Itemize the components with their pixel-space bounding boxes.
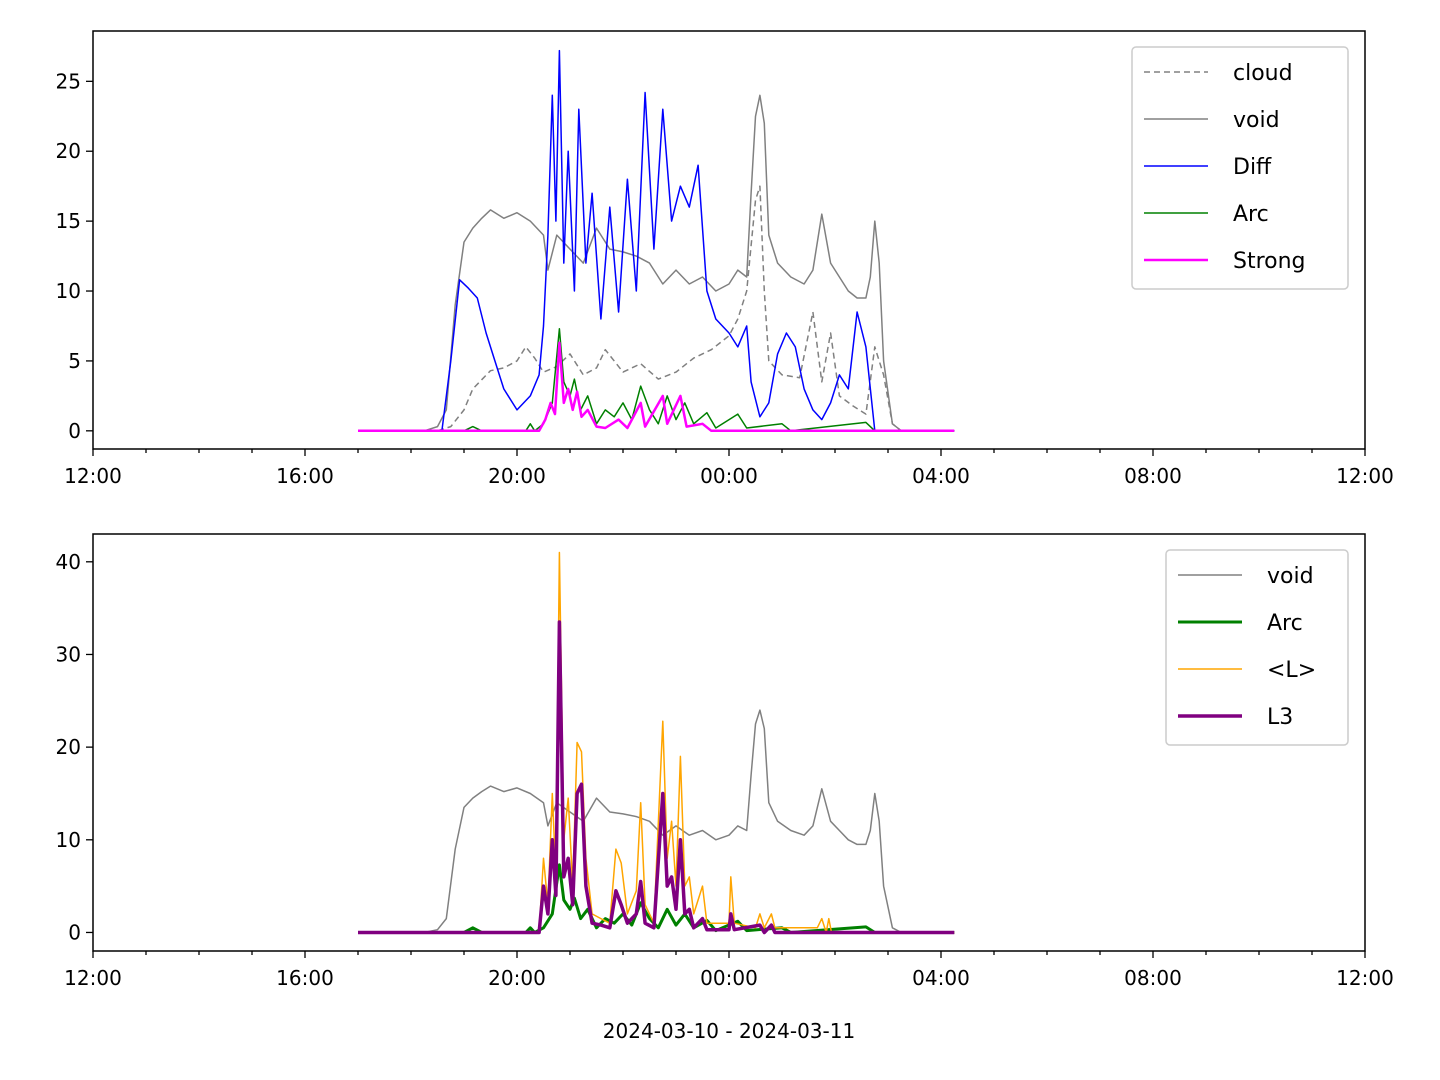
y-tick-label: 20: [56, 139, 81, 163]
y-tick-label: 20: [56, 735, 81, 759]
y-tick-label: 0: [68, 920, 81, 944]
x-axis-label: 2024-03-10 - 2024-03-11: [603, 1019, 855, 1043]
x-tick-label: 12:00: [1336, 464, 1394, 488]
series-line-void: [358, 709, 955, 934]
x-tick-label: 20:00: [488, 464, 546, 488]
x-tick-label: 08:00: [1124, 464, 1182, 488]
y-tick-label: 0: [68, 419, 81, 443]
legend-label: Strong: [1233, 249, 1306, 274]
legend-box: [1165, 549, 1349, 746]
x-tick-label: 12:00: [64, 464, 122, 488]
series-line-l3: [358, 620, 955, 935]
y-tick-label: 30: [56, 642, 81, 666]
legend-label: <L>: [1267, 658, 1316, 683]
x-tick-label: 00:00: [700, 966, 758, 990]
legend-label: void: [1267, 564, 1314, 589]
x-tick-label: 04:00: [912, 966, 970, 990]
x-tick-label: 12:00: [64, 966, 122, 990]
legend-box: [1131, 46, 1349, 290]
legend-label: void: [1233, 108, 1280, 133]
x-tick-label: 12:00: [1336, 966, 1394, 990]
y-tick-label: 10: [56, 279, 81, 303]
legend: cloud void Diff Arc Strong: [1131, 46, 1349, 290]
series-line-void: [358, 94, 955, 432]
y-tick-label: 10: [56, 828, 81, 852]
series-line-diff: [358, 49, 955, 432]
series-line-strong: [358, 341, 955, 433]
bottom-chart: 12:00 16:00 20:00 00:00 04:00 08:00 12:00 0 10 20…: [56, 533, 1394, 990]
x-tick-label: 16:00: [276, 966, 334, 990]
legend-label: Diff: [1233, 155, 1272, 180]
x-tick-label: 04:00: [912, 464, 970, 488]
x-tick-label: 08:00: [1124, 966, 1182, 990]
x-tick-label: 20:00: [488, 966, 546, 990]
legend: void Arc <L> L3: [1165, 549, 1349, 746]
top-chart: 12:00 16:00 20:00 00:00 04:00 08:00 12:00 0 5 10 1…: [56, 30, 1394, 488]
legend-label: cloud: [1233, 61, 1293, 86]
plot-area: [93, 534, 1365, 951]
x-tick-label: 00:00: [700, 464, 758, 488]
x-tick-label: 16:00: [276, 464, 334, 488]
y-tick-label: 25: [56, 69, 81, 93]
legend-label: Arc: [1233, 202, 1269, 227]
series-line-l: [358, 551, 955, 934]
y-tick-label: 15: [56, 209, 81, 233]
series-line-cloud: [358, 185, 955, 432]
y-tick-label: 40: [56, 550, 81, 574]
legend-label: Arc: [1267, 611, 1303, 636]
legend-label: L3: [1267, 705, 1293, 730]
y-tick-label: 5: [68, 349, 81, 373]
